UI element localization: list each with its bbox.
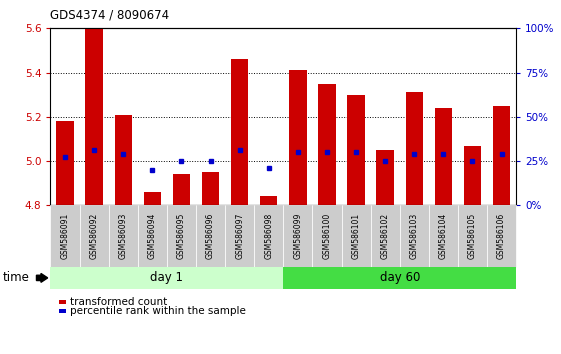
Text: GSM586096: GSM586096: [206, 213, 215, 259]
Bar: [114, 115, 132, 205]
Text: day 1: day 1: [150, 272, 183, 284]
Text: GDS4374 / 8090674: GDS4374 / 8090674: [50, 8, 169, 21]
Bar: [464, 145, 481, 205]
Bar: [318, 84, 335, 205]
Bar: [202, 172, 219, 205]
Text: GSM586103: GSM586103: [410, 213, 419, 259]
Bar: [406, 92, 423, 205]
Text: GSM586094: GSM586094: [148, 213, 157, 259]
Text: GSM586091: GSM586091: [61, 213, 70, 259]
Bar: [56, 121, 73, 205]
Bar: [173, 174, 190, 205]
Text: GSM586100: GSM586100: [323, 213, 332, 259]
Text: time: time: [3, 272, 30, 284]
Bar: [493, 106, 511, 205]
Bar: [435, 108, 452, 205]
Bar: [231, 59, 249, 205]
Text: GSM586093: GSM586093: [119, 213, 128, 259]
Text: GSM586101: GSM586101: [352, 213, 361, 259]
Text: GSM586092: GSM586092: [90, 213, 99, 259]
Text: GSM586097: GSM586097: [235, 213, 244, 259]
Text: GSM586102: GSM586102: [381, 213, 390, 259]
Text: GSM586106: GSM586106: [497, 213, 506, 259]
Text: day 60: day 60: [380, 272, 420, 284]
Bar: [260, 196, 278, 205]
Text: GSM586095: GSM586095: [177, 213, 186, 259]
Bar: [289, 70, 306, 205]
Bar: [347, 95, 365, 205]
Text: percentile rank within the sample: percentile rank within the sample: [70, 306, 246, 316]
Bar: [144, 192, 161, 205]
Text: GSM586098: GSM586098: [264, 213, 273, 259]
Text: GSM586104: GSM586104: [439, 213, 448, 259]
Text: transformed count: transformed count: [70, 297, 167, 307]
Bar: [85, 28, 103, 205]
Text: GSM586105: GSM586105: [468, 213, 477, 259]
Text: GSM586099: GSM586099: [293, 213, 302, 259]
Bar: [376, 150, 394, 205]
